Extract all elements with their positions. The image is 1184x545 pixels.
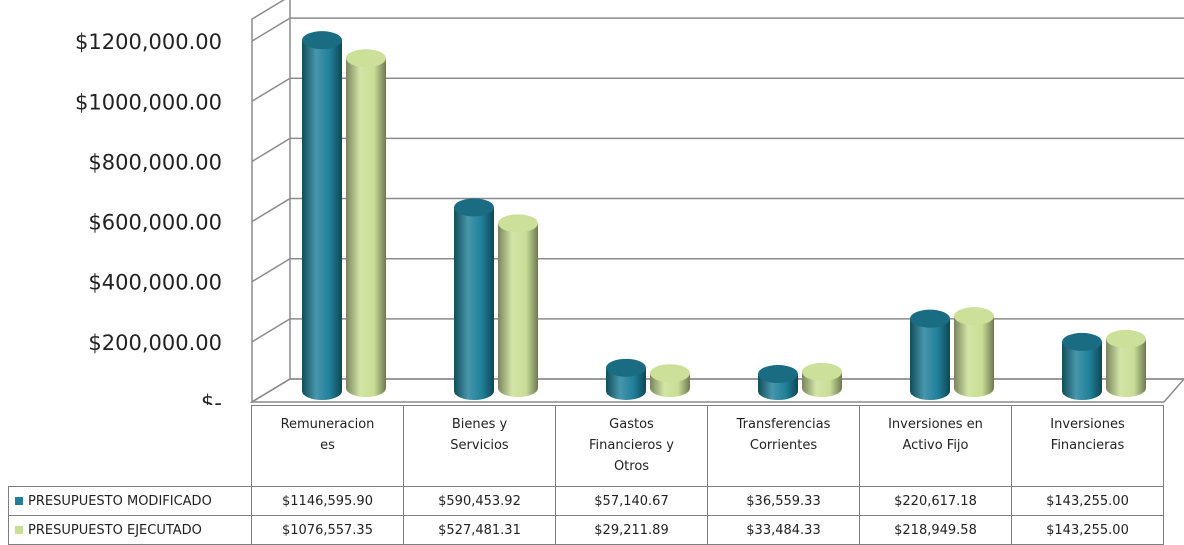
bar	[802, 362, 842, 397]
bar-top	[802, 362, 842, 381]
bars	[302, 31, 1146, 400]
side-wall	[251, 0, 291, 404]
bar	[910, 309, 950, 400]
y-tick-label: $-	[201, 391, 222, 405]
table-corner	[8, 405, 252, 487]
data-label: $1076,557.35	[251, 515, 404, 545]
y-tick-label: $200,000.00	[88, 331, 222, 355]
bar-body	[302, 40, 342, 400]
bar-top	[1062, 332, 1102, 351]
y-tick-label: $1000,000.00	[75, 90, 222, 114]
bar-top	[650, 364, 690, 383]
series-row: PRESUPUESTO EJECUTADO $1076,557.35 $527,48…	[8, 515, 1164, 545]
legend-key	[15, 497, 23, 505]
chart-plot: $- $200,000.00 $400,000.00 $600,000.00 $800,…	[75, 0, 1184, 405]
gridline	[251, 137, 1184, 163]
gridline	[251, 318, 1184, 343]
category-label: Transferencias Corrientes	[707, 405, 860, 487]
bar-body	[1106, 338, 1146, 397]
data-label: $57,140.67	[555, 486, 708, 516]
gridline	[251, 77, 1184, 102]
legend-entry: PRESUPUESTO MODIFICADO	[8, 486, 252, 516]
bar	[606, 358, 646, 400]
bar-top	[454, 198, 494, 217]
bar-top	[1106, 329, 1146, 348]
data-label: $143,255.00	[1011, 515, 1164, 545]
bar-body	[498, 223, 538, 397]
y-tick-label: $800,000.00	[88, 150, 222, 174]
category-label: Remuneracion es	[251, 405, 404, 487]
gridlines	[251, 17, 1184, 403]
gridline	[251, 378, 1184, 403]
gridline	[251, 257, 1184, 283]
bar-top	[346, 49, 386, 68]
bar	[650, 364, 690, 397]
category-label: Inversiones Financieras	[1011, 405, 1164, 487]
category-label: Bienes y Servicios	[403, 405, 556, 487]
bar	[454, 198, 494, 400]
series-name: PRESUPUESTO EJECUTADO	[28, 522, 202, 538]
gridline	[251, 197, 1184, 223]
floor	[249, 378, 1184, 403]
data-label: $143,255.00	[1011, 486, 1164, 516]
gridline	[251, 17, 1184, 42]
bar-body	[1062, 341, 1102, 400]
bar-top	[758, 365, 798, 384]
category-label: Inversiones en Activo Fijo	[859, 405, 1012, 487]
series-name: PRESUPUESTO MODIFICADO	[28, 493, 212, 509]
data-label: $590,453.92	[403, 486, 556, 516]
bar-body	[606, 367, 646, 400]
category-row: Remuneracion es Bienes y Servicios Gastos Fin…	[8, 405, 1164, 487]
bar	[346, 49, 386, 398]
bar-top	[606, 358, 646, 377]
y-tick-label: $1200,000.00	[75, 30, 222, 54]
bar	[758, 365, 798, 400]
data-label: $33,484.33	[707, 515, 860, 545]
chart-walls	[249, 0, 1184, 404]
bar-body	[910, 318, 950, 400]
data-label: $527,481.31	[403, 515, 556, 545]
bar	[1062, 332, 1102, 400]
bar-body	[954, 316, 994, 397]
data-label: $1146,595.90	[251, 486, 404, 516]
data-label: $29,211.89	[555, 515, 708, 545]
bar-body	[454, 207, 494, 400]
series-row: PRESUPUESTO MODIFICADO $1146,595.90 $590,4…	[8, 486, 1164, 516]
y-tick-label: $600,000.00	[88, 211, 222, 235]
legend-key	[15, 526, 23, 534]
category-label: Gastos Financieros y Otros	[555, 405, 708, 487]
y-tick-label: $400,000.00	[88, 271, 222, 295]
bar-top	[910, 309, 950, 328]
data-label: $218,949.58	[859, 515, 1012, 545]
legend-entry: PRESUPUESTO EJECUTADO	[8, 515, 252, 545]
bar-top	[498, 214, 538, 233]
bar	[954, 307, 994, 397]
data-label: $36,559.33	[707, 486, 860, 516]
bar-top	[302, 31, 342, 50]
bar-top	[954, 307, 994, 326]
bar	[1106, 329, 1146, 397]
bar	[302, 31, 342, 400]
bar	[498, 214, 538, 397]
bar-body	[346, 58, 386, 398]
y-axis-labels: $- $200,000.00 $400,000.00 $600,000.00 $800,…	[75, 30, 222, 405]
data-label: $220,617.18	[859, 486, 1012, 516]
data-table: Remuneracion es Bienes y Servicios Gastos Fin…	[8, 405, 1164, 545]
